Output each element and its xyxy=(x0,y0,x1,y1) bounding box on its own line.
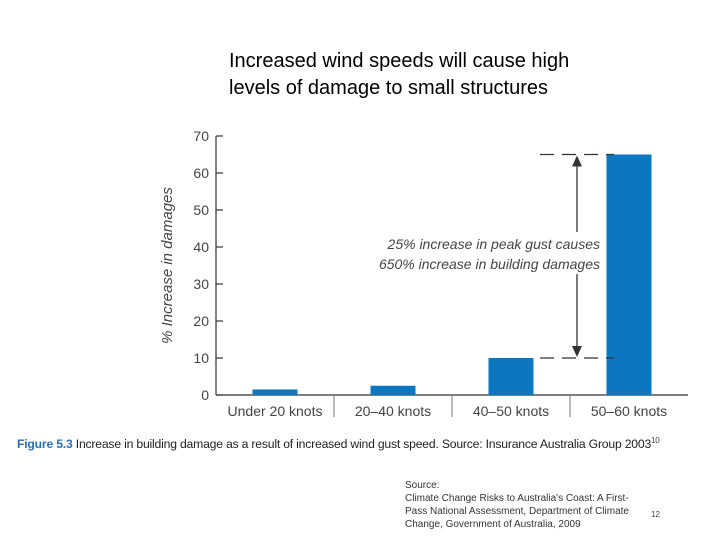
source-note: Source: Climate Change Risks to Australi… xyxy=(405,479,660,531)
y-tick-label: 60 xyxy=(193,165,209,181)
y-tick-label: 10 xyxy=(193,350,209,366)
chart-bars xyxy=(252,154,652,395)
annotation-line-2: 650% increase in building damages xyxy=(379,256,600,272)
slide-title: Increased wind speeds will cause high le… xyxy=(229,48,669,102)
arrow-head-down xyxy=(572,346,582,357)
y-tick-label: 70 xyxy=(193,128,209,144)
bar xyxy=(606,154,652,395)
figure-caption-text: Increase in building damage as a result … xyxy=(72,437,652,452)
source-line: Change, Government of Australia, 2009 xyxy=(405,519,581,530)
slide-title-line-1: Increased wind speeds will cause high xyxy=(229,50,570,72)
y-tick-label: 40 xyxy=(193,239,209,255)
y-tick-label: 50 xyxy=(193,202,209,218)
y-tick-label: 30 xyxy=(193,276,209,292)
x-tick-label: 20–40 knots xyxy=(355,403,431,419)
y-axis-label: % Increase in damages xyxy=(159,187,176,344)
slide-title-line-2: levels of damage to small structures xyxy=(229,77,549,99)
page-number: 12 xyxy=(651,510,660,519)
source-line: Climate Change Risks to Australia's Coas… xyxy=(405,493,629,504)
figure-caption: Figure 5.3 Increase in building damage a… xyxy=(17,436,717,451)
source-line: Pass National Assessment, Department of … xyxy=(405,506,629,517)
x-tick-label: 40–50 knots xyxy=(473,403,549,419)
x-tick-label: Under 20 knots xyxy=(228,403,323,419)
y-tick-label: 0 xyxy=(201,387,209,403)
chart-annotation: 25% increase in peak gust causes 650% inc… xyxy=(352,153,614,359)
bar xyxy=(370,385,416,395)
x-tick-label: 50–60 knots xyxy=(591,403,667,419)
y-tick-label: 20 xyxy=(193,313,209,329)
arrow-head-up xyxy=(572,155,582,167)
annotation-background xyxy=(352,232,604,274)
annotation-line-1: 25% increase in peak gust causes xyxy=(387,236,600,252)
figure-reference: 10 xyxy=(651,436,660,445)
bar xyxy=(488,358,534,395)
bar xyxy=(252,389,298,395)
source-line: Source: xyxy=(405,480,440,491)
figure-label: Figure 5.3 xyxy=(17,437,73,452)
